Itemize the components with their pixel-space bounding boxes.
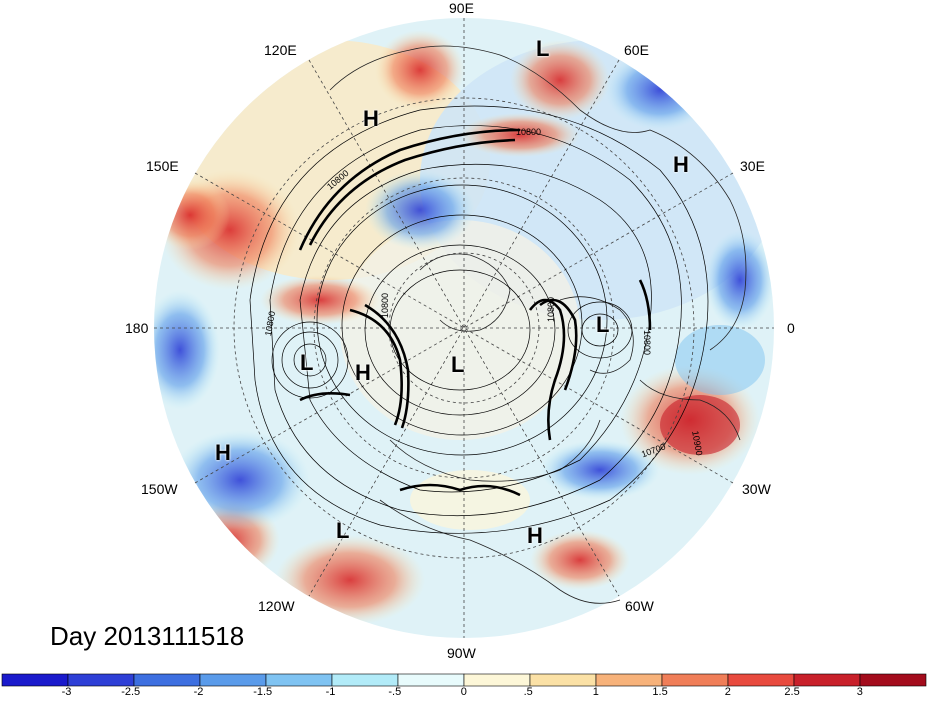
contour-label: 10800 (516, 127, 542, 137)
colorbar-tick-label: -2 (193, 686, 204, 698)
anomaly-field (154, 18, 774, 638)
lon-30e-label: 30E (740, 158, 765, 174)
colorbar-swatch (661, 673, 729, 687)
date-title: Day 2013111518 (50, 621, 245, 651)
colorbar-tick-label: 2.5 (784, 686, 800, 698)
lon-60e-label: 60E (624, 42, 649, 58)
graticule (154, 18, 774, 638)
low-pressure-marker: L (300, 350, 314, 375)
contour-label: 10800 (546, 296, 556, 322)
low-pressure-marker: L (596, 312, 610, 337)
lon-90e-label: 90E (449, 0, 474, 16)
colorbar-tick-label: -2.5 (121, 686, 141, 698)
colorbar-swatch (727, 673, 795, 687)
low-pressure-marker: L (451, 352, 465, 377)
high-pressure-marker: H (363, 106, 379, 131)
contour-label: 10800 (642, 330, 652, 356)
lon-30w-label: 30W (742, 481, 771, 497)
jet-contours (298, 128, 652, 497)
colorbar-tick-label: -1.5 (253, 686, 273, 698)
coastlines (329, 45, 747, 604)
colorbar-swatch (529, 673, 597, 687)
lon-60w-label: 60W (625, 598, 654, 614)
colorbar-tick-label: 3 (856, 686, 863, 698)
lon-90w-label: 90W (447, 645, 476, 661)
low-pressure-marker: L (536, 36, 550, 61)
lon-120w-label: 120W (258, 598, 295, 614)
colorbar (1, 673, 927, 687)
contour-label: 10800 (380, 292, 390, 318)
high-pressure-marker: H (527, 523, 543, 548)
colorbar-swatch (67, 673, 135, 687)
lon-150w-label: 150W (141, 481, 178, 497)
lon-0-label: 0 (787, 320, 795, 336)
colorbar-swatch (199, 673, 267, 687)
colorbar-tick-label: .5 (523, 686, 533, 698)
colorbar-swatch (331, 673, 399, 687)
colorbar-tick-label: -.5 (388, 686, 402, 698)
colorbar-tick-label: 0 (460, 686, 467, 698)
colorbar-tick-label: 2 (724, 686, 731, 698)
lon-180-label: 180 (125, 320, 149, 336)
colorbar-swatch (397, 673, 465, 687)
lon-120e-label: 120E (264, 42, 297, 58)
colorbar-tick-label: 1.5 (652, 686, 668, 698)
lon-150e-label: 150E (146, 158, 179, 174)
colorbar-swatch (133, 673, 201, 687)
colorbar-tick-label: -1 (325, 686, 336, 698)
high-pressure-marker: H (673, 152, 689, 177)
colorbar-tick-label: 1 (592, 686, 599, 698)
low-pressure-marker: L (336, 518, 350, 543)
colorbar-swatch (859, 673, 927, 687)
colorbar-tick-label: -3 (61, 686, 72, 698)
high-pressure-marker: H (215, 440, 231, 465)
colorbar-swatch (1, 673, 69, 687)
high-pressure-marker: H (355, 360, 371, 385)
colorbar-swatch (595, 673, 663, 687)
colorbar-swatch (265, 673, 333, 687)
colorbar-swatch (463, 673, 531, 687)
colorbar-swatch (793, 673, 861, 687)
